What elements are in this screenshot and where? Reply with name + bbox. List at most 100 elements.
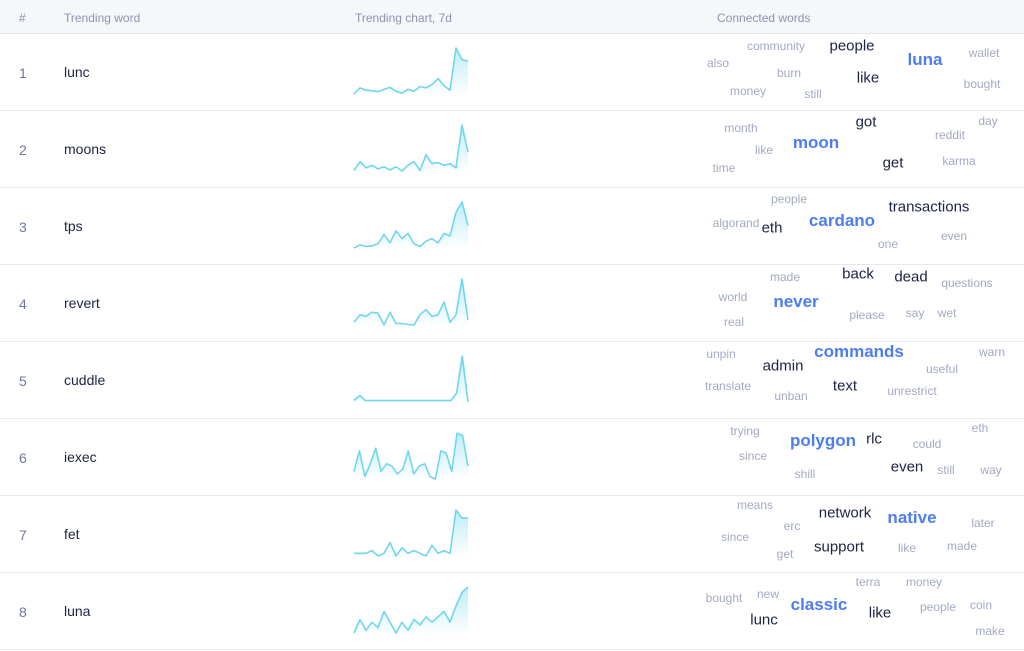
- connected-word: native: [887, 508, 937, 527]
- table-row: 6 iexec trying polygon rlc eth could since even s…: [0, 419, 1024, 496]
- sparkline: [353, 47, 469, 96]
- table-row: 5 cuddle unpin admin commands warn useful trans…: [0, 342, 1024, 419]
- connected-word: dead: [894, 268, 928, 286]
- connected-word: say: [905, 306, 925, 320]
- connected-word: made: [946, 539, 978, 553]
- connected-word: people: [829, 37, 875, 55]
- connected-word: month: [724, 121, 758, 135]
- connected-word: classic: [790, 595, 848, 614]
- connected-word: made: [769, 270, 801, 284]
- trending-word: cuddle: [64, 372, 106, 388]
- connected-word: shill: [794, 467, 816, 481]
- sparkline-area: [354, 279, 468, 327]
- sparkline-line: [353, 278, 469, 326]
- connected-word: text: [832, 377, 858, 395]
- connected-word: unban: [774, 389, 808, 403]
- trending-word: lunc: [64, 64, 90, 80]
- connected-word: community: [746, 39, 806, 53]
- sparkline-line: [353, 355, 469, 403]
- connected-word: people: [770, 192, 808, 206]
- connected-word: never: [773, 292, 819, 311]
- sparkline-area: [354, 510, 468, 558]
- table-row: 4 revert made back dead questions world never pl…: [0, 265, 1024, 342]
- sparkline: [353, 432, 469, 481]
- connected-word: polygon: [789, 431, 857, 450]
- connected-word: lunc: [750, 611, 778, 629]
- connected-word: bought: [963, 77, 1001, 91]
- connected-word: questions: [941, 276, 993, 290]
- connected-word: moon: [792, 133, 840, 152]
- sparkline-area: [354, 48, 468, 96]
- trending-word: luna: [64, 603, 91, 619]
- sparkline-line: [353, 47, 469, 95]
- sparkline-area: [354, 587, 468, 635]
- rank: 3: [19, 219, 27, 235]
- connected-word: commands: [814, 342, 904, 361]
- connected-word: day: [978, 114, 998, 128]
- sparkline-line: [353, 586, 469, 634]
- connected-word: make: [975, 624, 1005, 638]
- rank: 1: [19, 65, 27, 81]
- connected-word: get: [776, 547, 794, 561]
- connected-word: unpin: [706, 347, 736, 361]
- sparkline-line: [353, 432, 469, 480]
- sparkline: [353, 355, 469, 404]
- sparkline: [353, 201, 469, 250]
- table-row: 1 lunc community people wallet also burn luna li…: [0, 34, 1024, 111]
- connected-word: like: [754, 143, 774, 157]
- connected-word: eth: [971, 421, 989, 435]
- sparkline-area: [354, 356, 468, 404]
- connected-word: got: [855, 113, 877, 131]
- connected-word: way: [980, 463, 1002, 477]
- connected-word: network: [818, 504, 872, 522]
- rank: 7: [19, 527, 27, 543]
- connected-word: time: [712, 161, 736, 175]
- sparkline: [353, 278, 469, 327]
- sparkline: [353, 586, 469, 635]
- sparkline-area: [354, 433, 468, 481]
- connected-word: luna: [907, 50, 943, 69]
- connected-word: also: [706, 56, 730, 70]
- connected-word: world: [718, 290, 748, 304]
- connected-word: back: [842, 265, 874, 283]
- trending-word: fet: [64, 526, 80, 542]
- connected-word: real: [723, 315, 745, 329]
- col-word: Trending word: [64, 11, 141, 25]
- connected-word: like: [868, 604, 892, 622]
- rank: 4: [19, 296, 27, 312]
- connected-word: warn: [978, 345, 1006, 359]
- trending-word: tps: [64, 218, 83, 234]
- connected-word: money: [729, 84, 767, 98]
- sparkline-line: [353, 124, 469, 172]
- rank: 8: [19, 604, 27, 620]
- connected-word: like: [856, 69, 880, 87]
- connected-word: reddit: [934, 128, 966, 142]
- table-header: # Trending word Trending chart, 7d Conne…: [0, 0, 1024, 34]
- connected-word: later: [971, 516, 995, 530]
- connected-word: means: [736, 498, 774, 512]
- connected-word: coin: [969, 598, 993, 612]
- connected-word: karma: [942, 154, 976, 168]
- connected-word: algorand: [712, 216, 760, 230]
- trending-word: iexec: [64, 449, 97, 465]
- connected-word: still: [804, 87, 822, 101]
- connected-word: burn: [776, 66, 802, 80]
- table-row: 8 luna terra money new bought classic like peopl…: [0, 573, 1024, 650]
- connected-word: please: [849, 308, 885, 322]
- col-rank: #: [19, 11, 26, 25]
- connected-word: useful: [925, 362, 959, 376]
- connected-word: wet: [937, 306, 957, 320]
- sparkline-area: [354, 202, 468, 250]
- sparkline-line: [353, 201, 469, 249]
- sparkline: [354, 509, 468, 558]
- connected-word: terra: [855, 575, 881, 589]
- connected-word: money: [905, 575, 943, 589]
- connected-word: support: [813, 538, 865, 556]
- trending-word: moons: [64, 141, 107, 157]
- connected-word: get: [882, 154, 904, 172]
- connected-word: translate: [704, 379, 752, 393]
- table-row: 2 moons month got reddit day like moon time get ka…: [0, 111, 1024, 188]
- table-row: 3 tps people transactions algorand eth cardano…: [0, 188, 1024, 265]
- rank: 5: [19, 373, 27, 389]
